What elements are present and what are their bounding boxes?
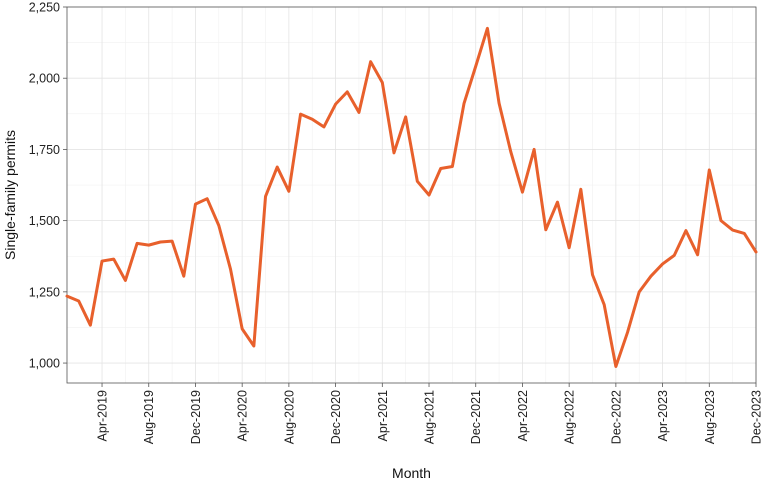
y-tick-label: 1,500 (29, 214, 60, 228)
x-tick-label: Dec-2021 (469, 390, 483, 444)
series-layer (65, 26, 758, 368)
x-tick-label: Apr-2022 (516, 390, 530, 441)
x-tick-label: Dec-2019 (189, 390, 203, 444)
y-axis-title: Single-family permits (2, 130, 18, 260)
y-tick-label: 1,000 (29, 357, 60, 371)
plot-frame (66, 6, 757, 384)
y-tick-label: 1,250 (29, 285, 60, 299)
x-tick-label: Dec-2023 (750, 390, 764, 444)
x-tick-labels: Apr-2019 Aug-2019 Dec-2019 Apr-2020 Aug-2020… (96, 383, 764, 444)
x-tick-label: Aug-2019 (142, 390, 156, 444)
x-tick-label: Aug-2020 (282, 390, 296, 444)
x-tick-label: Dec-2022 (609, 390, 623, 444)
x-tick-label: Aug-2021 (423, 390, 437, 444)
y-tick-label: 1,750 (29, 143, 60, 157)
x-tick-label: Apr-2023 (656, 390, 670, 441)
x-tick-label: Apr-2020 (236, 390, 250, 441)
y-tick-labels: 1,000 1,250 1,500 1,750 2,000 2,250 (29, 1, 67, 371)
y-tick-label: 2,250 (29, 1, 60, 15)
gridlines (67, 6, 757, 383)
x-axis-title: Month (392, 465, 431, 481)
x-tick-label: Apr-2021 (376, 390, 390, 441)
x-tick-label: Dec-2020 (329, 390, 343, 444)
series-line (65, 26, 758, 368)
x-tick-label: Aug-2023 (703, 390, 717, 444)
y-tick-label: 2,000 (29, 72, 60, 86)
x-tick-label: Aug-2022 (563, 390, 577, 444)
x-tick-label: Apr-2019 (96, 390, 110, 441)
